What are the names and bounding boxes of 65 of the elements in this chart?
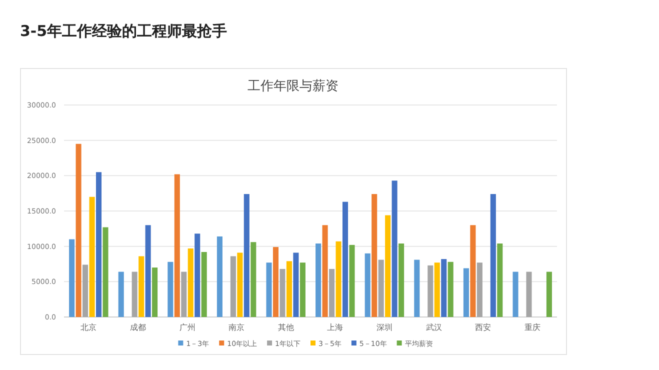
bar <box>76 144 82 317</box>
bar <box>201 252 207 317</box>
bar <box>237 252 243 317</box>
bar <box>512 272 518 317</box>
chart-subtitle: 工作年限与薪资 <box>248 79 338 94</box>
bar <box>230 256 236 317</box>
x-tick-label: 武汉 <box>426 323 442 332</box>
bar <box>272 247 279 317</box>
bar <box>286 261 292 317</box>
bar <box>316 244 322 317</box>
bar <box>434 262 440 317</box>
bar <box>526 272 532 317</box>
bar <box>463 268 469 317</box>
bar <box>476 262 482 317</box>
bar <box>448 262 454 317</box>
bar <box>336 241 342 317</box>
bar <box>490 194 496 317</box>
bar <box>118 272 124 317</box>
bar <box>102 227 108 317</box>
x-tick-label: 深圳 <box>376 323 392 332</box>
bar <box>349 244 355 317</box>
bar <box>329 268 335 317</box>
bar <box>378 260 384 317</box>
x-tick-label: 上海 <box>327 323 344 332</box>
bar <box>372 194 378 317</box>
bar <box>342 202 348 317</box>
x-tick-label: 成都 <box>130 323 146 332</box>
bar <box>194 234 200 317</box>
bar <box>414 260 420 317</box>
bar <box>132 272 138 317</box>
bar <box>385 215 391 317</box>
bar <box>168 262 174 317</box>
bar <box>441 259 447 317</box>
bar <box>497 244 503 317</box>
x-tick-label: 南京 <box>228 323 245 332</box>
bar <box>300 262 306 317</box>
bar <box>392 180 398 317</box>
bar <box>89 196 95 317</box>
bar <box>470 225 476 317</box>
bar <box>364 253 370 317</box>
x-tick-label: 广州 <box>179 323 196 332</box>
bar <box>82 264 88 317</box>
bar <box>96 172 102 317</box>
bar <box>174 174 180 317</box>
bar <box>280 268 286 317</box>
bar <box>216 236 222 317</box>
chart-title: 3-5年工作经验的工程师最抢手 <box>20 22 228 40</box>
bar <box>145 225 151 317</box>
bar <box>428 265 434 317</box>
bar <box>188 248 194 317</box>
bar <box>244 194 250 317</box>
bar <box>546 272 552 317</box>
bar <box>69 239 75 317</box>
bar <box>266 262 272 317</box>
bar <box>152 268 158 317</box>
x-tick-label: 西安 <box>475 323 492 332</box>
x-tick-label: 北京 <box>80 323 97 332</box>
bar <box>181 272 187 317</box>
x-tick-label: 重庆 <box>524 323 540 332</box>
x-tick-label: 其他 <box>278 323 294 332</box>
bar <box>293 252 299 317</box>
bar <box>398 244 404 317</box>
bar <box>322 225 328 317</box>
bar <box>250 242 256 317</box>
bar <box>138 256 144 317</box>
